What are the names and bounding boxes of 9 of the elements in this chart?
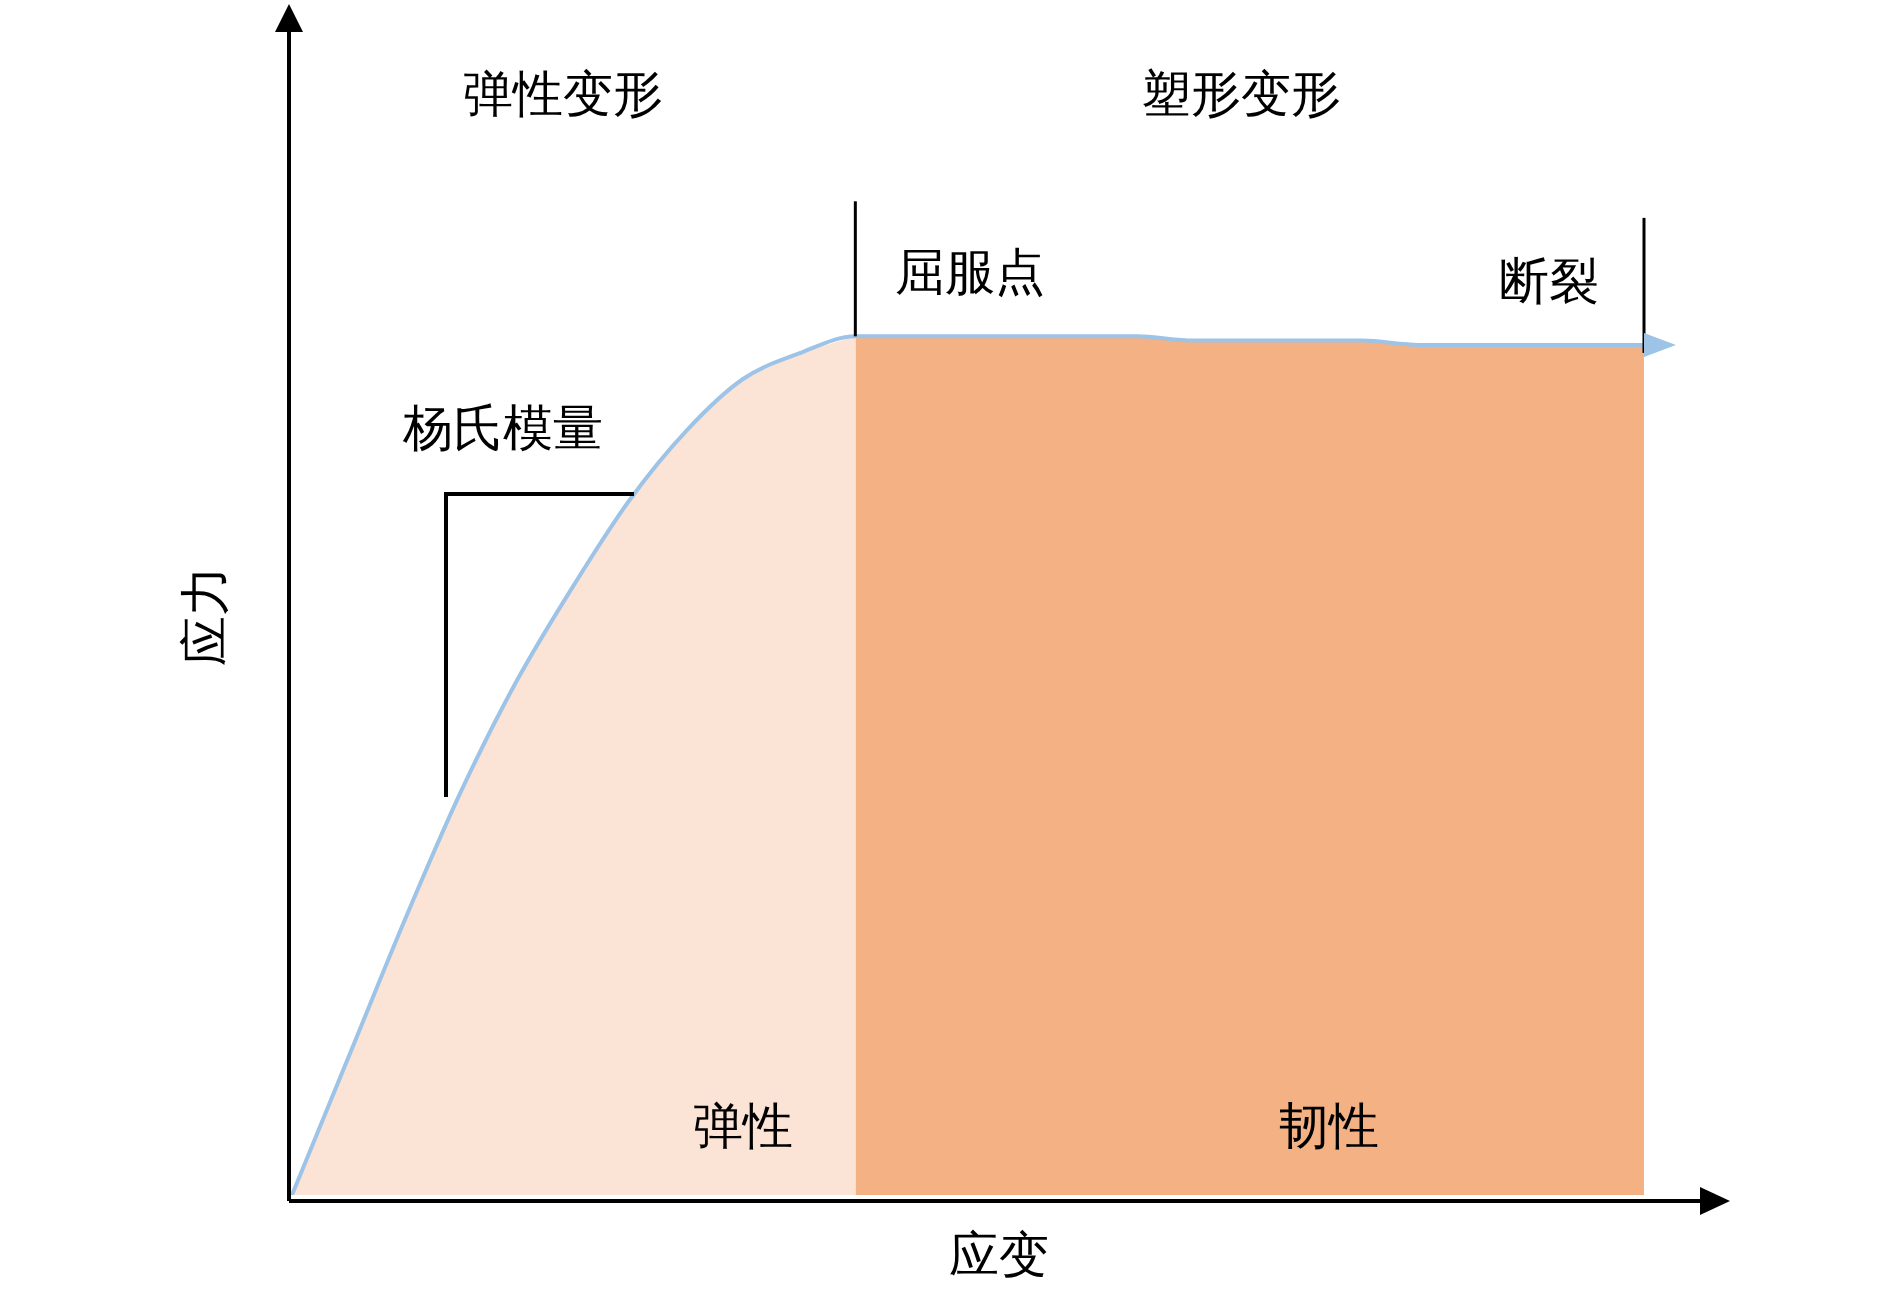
- x-axis-title: 应变: [948, 1224, 1049, 1286]
- series-label: 弹性: [692, 1096, 793, 1155]
- text: 塑形变形: [1141, 63, 1341, 125]
- annotation: 杨氏模量: [403, 397, 603, 459]
- text: 弹性变形: [463, 63, 663, 125]
- text: 屈服点: [895, 243, 1046, 302]
- text: 断裂: [1499, 251, 1599, 310]
- y-axis-title: 应力: [174, 565, 235, 666]
- series-label: 韧性: [1278, 1096, 1379, 1155]
